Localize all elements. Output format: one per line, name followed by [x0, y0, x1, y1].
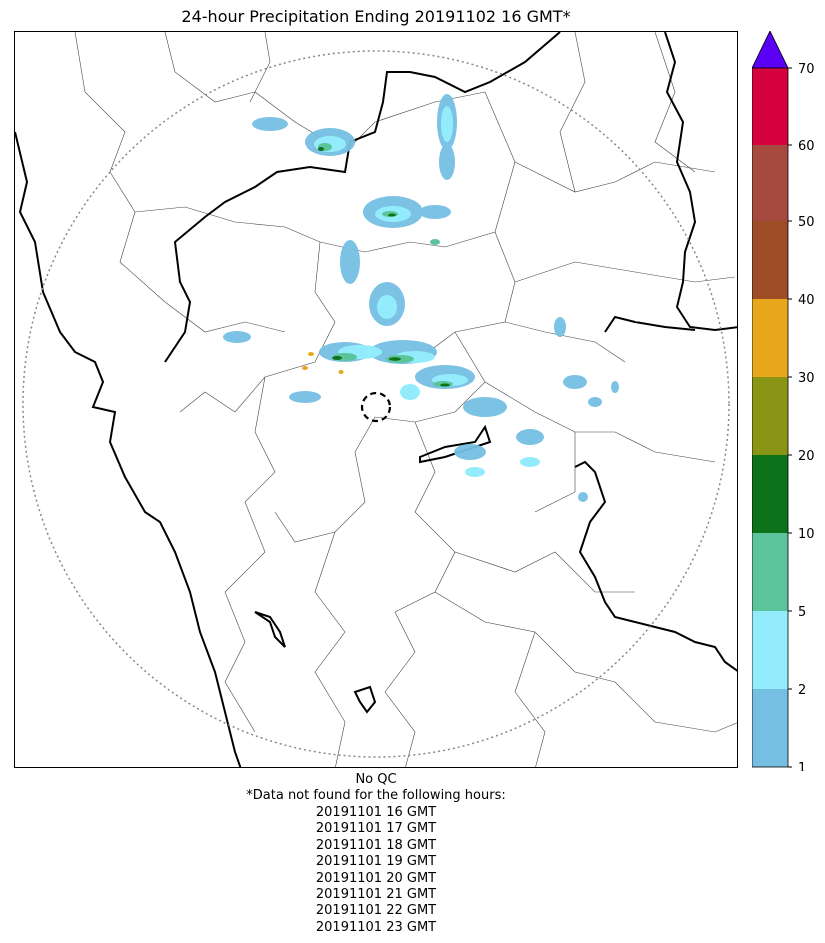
district-boundaries: [74, 32, 737, 767]
colorbar-tick-label: 60: [798, 139, 815, 154]
missing-hour: 20191101 23 GMT: [315, 919, 437, 935]
missing-hour: 20191101 17 GMT: [315, 821, 437, 837]
missing-hour: 20191101 21 GMT: [315, 887, 437, 903]
colorbar-band: [752, 221, 788, 299]
colorbar-tick-label: 1: [798, 761, 806, 771]
missing-hour: 20191101 18 GMT: [315, 837, 437, 853]
colorbar-band: [752, 689, 788, 767]
map-canvas: [15, 32, 737, 767]
colorbar-tick-label: 40: [798, 293, 815, 308]
colorbar-bands: [752, 31, 789, 768]
state-boundaries: [15, 32, 737, 767]
colorbar-tick-label: 5: [798, 605, 806, 620]
colorbar-ticks: 1 2 5 10 20 30 40 50 60 70: [788, 62, 815, 771]
missing-data-header: *Data not found for the following hours:: [246, 788, 506, 803]
colorbar-tick-label: 50: [798, 215, 815, 230]
precipitation-echoes: [223, 94, 619, 502]
colorbar-extend-arrow: [752, 31, 789, 69]
colorbar-band: [752, 299, 788, 377]
precipitation-map: [14, 31, 738, 768]
colorbar-outline: [752, 67, 789, 768]
colorbar-tick-label: 20: [798, 449, 815, 464]
map-title: 24-hour Precipitation Ending 20191102 16…: [181, 7, 571, 26]
precipitation-colorbar: 1 2 5 10 20 30 40 50 60 70: [752, 31, 815, 771]
colorbar-tick-label: 10: [798, 527, 815, 542]
colorbar-band: [752, 455, 788, 533]
radar-range-ring: [22, 50, 730, 758]
colorbar-band: [752, 145, 788, 221]
colorbar-tick-label: 30: [798, 371, 815, 386]
radar-site-marker: [360, 391, 392, 423]
missing-hour: 20191101 22 GMT: [315, 903, 437, 919]
colorbar-band: [752, 533, 788, 611]
missing-hour: 20191101 19 GMT: [315, 854, 437, 870]
colorbar-band: [752, 611, 788, 689]
missing-hour: 20191101 20 GMT: [315, 870, 437, 886]
colorbar-tick-label: 70: [798, 62, 815, 77]
qc-note: No QC: [355, 772, 397, 787]
colorbar-tick-label: 2: [798, 683, 806, 698]
colorbar-band: [752, 377, 788, 455]
missing-hours-list: 20191101 16 GMT 20191101 17 GMT 20191101…: [0, 805, 752, 936]
colorbar-band: [752, 68, 788, 145]
missing-hour: 20191101 16 GMT: [315, 805, 437, 820]
